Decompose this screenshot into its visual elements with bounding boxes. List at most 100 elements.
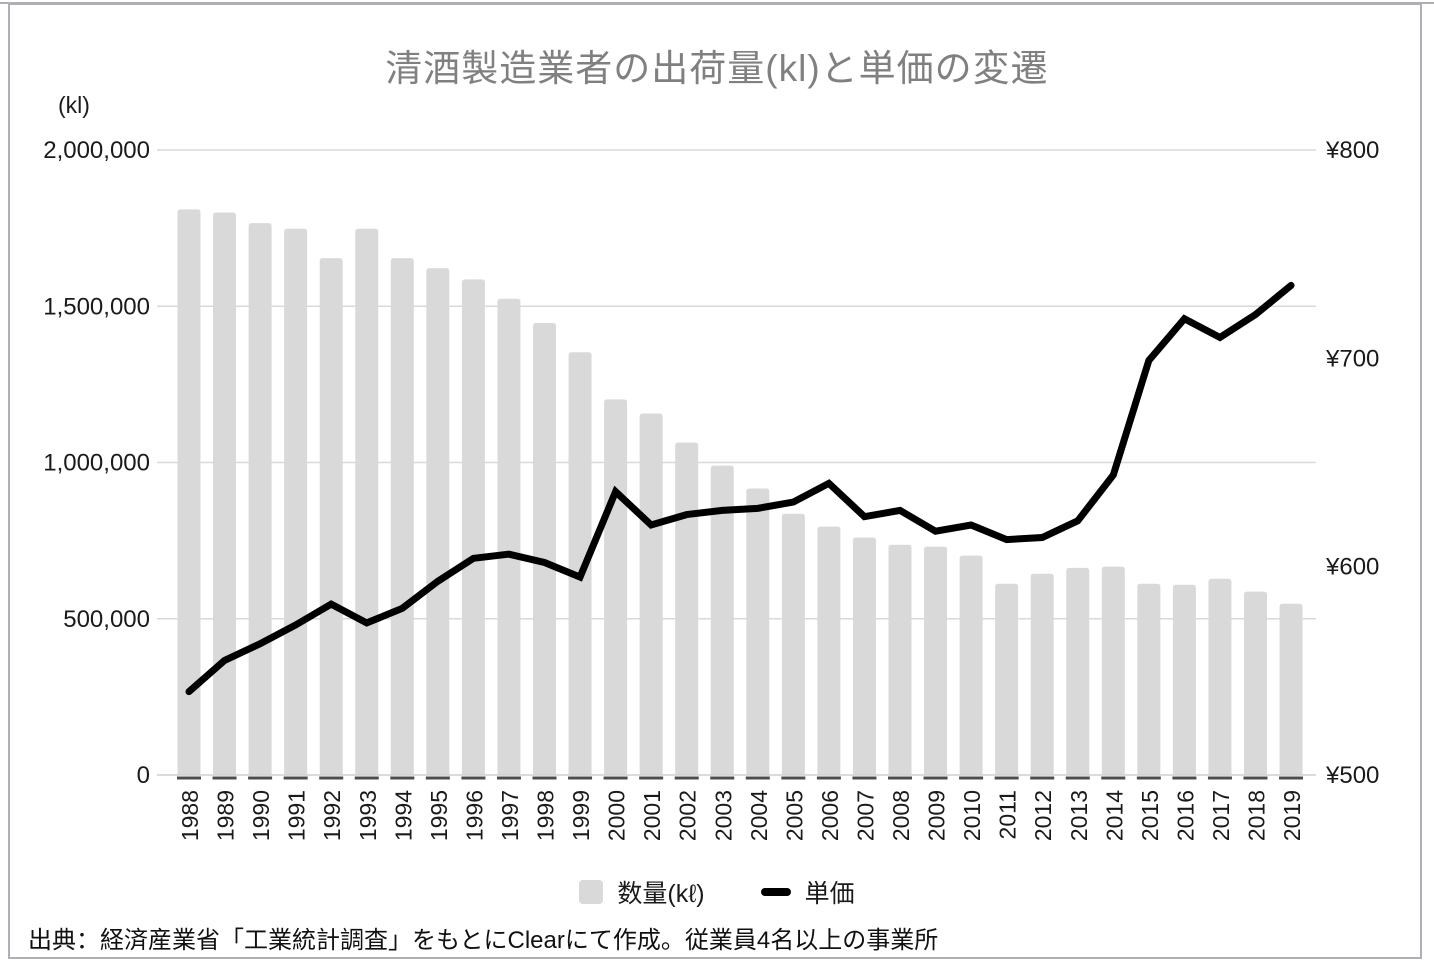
left-axis-tick-label: 1,000,000 [43, 450, 150, 477]
x-axis-year-label: 1988 [177, 790, 203, 841]
bar-1988 [177, 209, 201, 775]
left-axis-tick-label: 2,000,000 [43, 137, 150, 164]
x-axis-year-label: 2015 [1137, 790, 1163, 841]
bar-1995 [426, 268, 450, 775]
bar-2006 [817, 526, 841, 775]
x-axis-year-label: 2002 [675, 790, 701, 841]
x-axis-tick [816, 776, 841, 780]
x-axis-year-label: 2016 [1172, 790, 1198, 841]
x-axis-tick [888, 776, 912, 780]
x-axis-tick [852, 776, 877, 780]
x-axis-year-label: 2019 [1279, 790, 1305, 841]
x-axis-tick [1207, 776, 1232, 780]
x-axis-year-label: 2012 [1030, 790, 1056, 841]
left-axis-tick-label: 1,500,000 [43, 293, 150, 320]
x-axis-year-label: 2018 [1244, 790, 1270, 841]
bar-2002 [675, 442, 699, 775]
legend-line-swatch-icon [760, 888, 791, 896]
unit-price-line [185, 281, 1295, 696]
x-axis-year-label: 1991 [284, 790, 310, 841]
bar-1998 [533, 322, 556, 775]
bar-1991 [284, 228, 308, 775]
bar-2011 [995, 583, 1019, 775]
legend: 数量(kℓ) 単価 [0, 874, 1434, 910]
x-axis-tick [212, 776, 237, 780]
bar-2016 [1172, 584, 1196, 775]
x-axis-year-label: 1996 [461, 790, 487, 841]
x-axis-year-label: 2008 [888, 790, 914, 841]
x-axis-year-label: 2009 [924, 790, 950, 841]
right-axis-tick-label: ¥700 [1325, 345, 1379, 372]
bar-1992 [319, 258, 343, 775]
x-axis-tick [319, 776, 344, 780]
bar-1993 [355, 228, 379, 775]
x-axis-tick [959, 776, 984, 780]
bar-2018 [1244, 591, 1267, 775]
bar-2009 [924, 546, 948, 775]
bar-2014 [1101, 566, 1125, 775]
x-axis-tick [283, 776, 308, 780]
bar-2010 [959, 555, 983, 775]
left-axis-unit-label: (kl) [58, 92, 90, 118]
right-axis-tick-label: ¥800 [1325, 137, 1379, 164]
x-axis-year-label: 1997 [497, 790, 523, 841]
bar-2015 [1137, 583, 1161, 775]
x-axis-tick [923, 776, 948, 780]
x-axis-year-label: 2005 [781, 790, 807, 841]
x-axis-tick [177, 776, 201, 780]
x-axis-year-label: 2014 [1101, 790, 1127, 841]
x-axis-tick [1065, 776, 1090, 780]
x-axis-tick [461, 776, 486, 780]
chart-frame [8, 3, 1422, 959]
x-axis-year-label: 2001 [639, 790, 665, 841]
x-axis-year-label: 2006 [817, 790, 843, 841]
legend-bar-label: 数量(kℓ) [617, 880, 705, 908]
x-axis-tick [248, 776, 273, 780]
bar-2013 [1066, 567, 1090, 775]
chart-title: 清酒製造業者の出荷量(kl)と単価の変遷 [385, 48, 1049, 89]
bar-2004 [746, 488, 770, 775]
x-axis-tick [1243, 776, 1268, 780]
bar-1990 [248, 223, 272, 775]
x-axis-tick [781, 776, 806, 780]
left-axis-tick-label: 0 [137, 762, 150, 789]
x-axis-tick [390, 776, 415, 780]
bar-2008 [888, 544, 912, 775]
x-axis-tick [425, 776, 450, 780]
bar-1999 [568, 352, 592, 775]
bar-2019 [1279, 603, 1303, 775]
x-axis-year-label: 2013 [1066, 790, 1092, 841]
x-axis-year-label: 1998 [533, 790, 559, 841]
right-axis-tick-label: ¥500 [1325, 762, 1379, 789]
x-axis-tick [1279, 776, 1304, 780]
bar-2005 [781, 513, 805, 775]
x-axis-tick [994, 776, 1019, 780]
x-axis-tick [496, 776, 521, 780]
x-axis-tick [710, 776, 735, 780]
x-axis-year-label: 2004 [746, 790, 772, 841]
x-axis-tick [354, 776, 379, 780]
bar-1994 [390, 258, 414, 775]
x-axis-tick [745, 776, 770, 780]
x-axis-tick [674, 776, 699, 780]
x-axis-year-label: 1990 [248, 790, 274, 841]
x-axis-tick [1136, 776, 1161, 780]
bar-2017 [1208, 578, 1232, 775]
x-axis-tick [639, 776, 664, 780]
bar-2003 [710, 465, 734, 775]
x-axis-year-label: 1994 [390, 790, 416, 841]
x-axis-year-label: 1999 [568, 790, 594, 841]
x-axis-tick [532, 776, 557, 780]
x-axis-tick [1172, 776, 1197, 780]
x-axis-tick [603, 776, 628, 780]
x-axis-tick [1030, 776, 1055, 780]
left-axis-tick-label: 500,000 [63, 606, 150, 633]
x-axis-year-label: 2017 [1208, 790, 1234, 841]
bar-2001 [639, 413, 663, 775]
bar-2012 [1030, 573, 1054, 775]
x-axis-year-label: 2007 [852, 790, 878, 841]
right-axis-tick-label: ¥600 [1325, 554, 1379, 581]
x-axis-year-label: 1995 [426, 790, 452, 841]
source-note: 出典：経済産業省「工業統計調査」をもとにClearにて作成。従業員4名以上の事業… [28, 927, 939, 954]
legend-bar-swatch-icon [579, 880, 604, 904]
